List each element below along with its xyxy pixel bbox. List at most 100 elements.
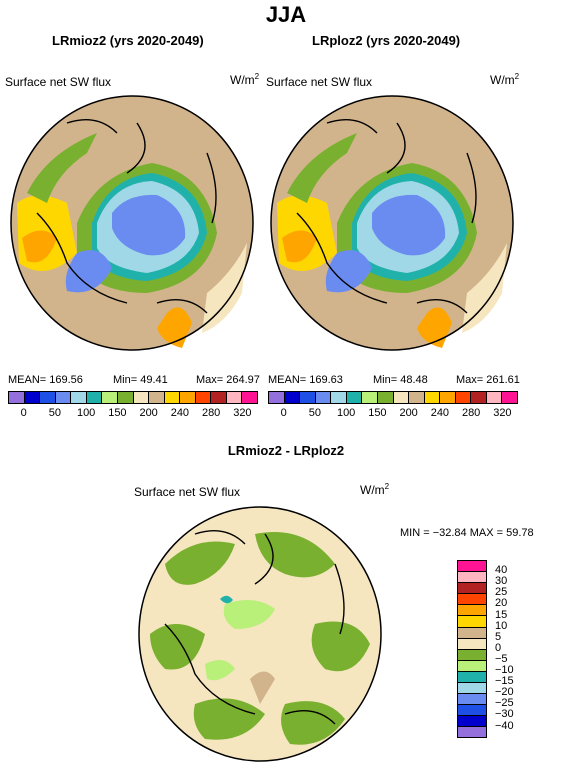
colorbar-swatch xyxy=(211,392,227,403)
panel3-map xyxy=(138,506,382,762)
colorbar-swatch xyxy=(102,392,118,403)
panel1-units: W/m2 xyxy=(230,72,260,87)
colorbar-swatch xyxy=(117,392,134,403)
panel1-min: Min= 49.41 xyxy=(113,374,168,386)
panel3-field-label: Surface net SW flux xyxy=(134,485,241,499)
colorbar-tick-label: 5 xyxy=(495,630,502,643)
colorbar-tick-label: 0 xyxy=(280,407,287,419)
colorbar-swatch xyxy=(457,704,487,716)
colorbar-swatch xyxy=(457,604,487,616)
colorbar-swatch xyxy=(455,392,472,403)
panel2-colorbar-ticks: 0 50 100 150 200 240 280 320 xyxy=(268,407,518,421)
panel1-field-label: Surface net SW flux xyxy=(5,75,112,89)
colorbar-tick-label: −25 xyxy=(495,697,514,710)
colorbar-swatch xyxy=(457,571,487,583)
panel2-units: W/m2 xyxy=(490,72,520,87)
panel2-field-label: Surface net SW flux xyxy=(266,75,373,89)
panel2-min: Min= 48.48 xyxy=(373,374,428,386)
colorbar-tick-label: 50 xyxy=(48,407,61,419)
colorbar-swatch xyxy=(502,392,517,403)
colorbar-tick-label: −40 xyxy=(495,719,514,732)
panel2-max: Max= 261.61 xyxy=(456,374,520,386)
colorbar-swatch xyxy=(457,693,487,705)
colorbar-tick-label: 20 xyxy=(495,597,508,610)
panel2-mean: MEAN= 169.63 xyxy=(268,374,343,386)
colorbar-swatch xyxy=(424,392,441,403)
colorbar-tick-label: −10 xyxy=(495,664,514,676)
colorbar-tick-label: 25 xyxy=(495,586,508,599)
colorbar-tick-label: 150 xyxy=(368,407,387,419)
colorbar-swatch xyxy=(269,392,285,403)
colorbar-swatch xyxy=(226,392,243,403)
colorbar-swatch xyxy=(457,726,487,738)
colorbar-swatch xyxy=(331,392,347,403)
panel3-title: LRmioz2 - LRploz2 xyxy=(227,443,345,458)
panel2-map xyxy=(270,95,514,351)
colorbar-swatch xyxy=(377,392,394,403)
colorbar-swatch xyxy=(71,392,87,403)
colorbar-tick-label: 280 xyxy=(461,407,481,419)
colorbar-tick-label: 0 xyxy=(495,641,502,654)
colorbar-tick-label: 200 xyxy=(139,407,158,419)
colorbar-tick-label: 100 xyxy=(336,407,356,419)
colorbar-tick-label: 50 xyxy=(308,407,321,419)
panel1-title: LRmioz2 (yrs 2020-2049) xyxy=(52,33,204,48)
colorbar-swatch xyxy=(457,637,487,649)
colorbar-tick-label: 30 xyxy=(495,575,508,588)
colorbar-swatch xyxy=(457,670,487,683)
colorbar-swatch xyxy=(149,392,165,403)
colorbar-swatch xyxy=(24,392,41,403)
colorbar-swatch xyxy=(300,392,316,403)
colorbar-tick-label: −5 xyxy=(495,652,508,665)
colorbar-tick-label: 320 xyxy=(233,407,252,419)
colorbar-swatch xyxy=(471,392,487,403)
colorbar-swatch xyxy=(457,582,487,594)
colorbar-tick-label: −30 xyxy=(495,708,514,721)
panel3-units: W/m2 xyxy=(360,482,390,497)
colorbar-swatch xyxy=(457,593,487,605)
colorbar-swatch xyxy=(195,392,212,403)
colorbar-swatch xyxy=(457,715,487,727)
colorbar-swatch xyxy=(315,392,332,403)
colorbar-swatch xyxy=(457,560,487,572)
colorbar-swatch xyxy=(164,392,181,403)
colorbar-tick-label: 200 xyxy=(399,407,418,419)
colorbar-swatch xyxy=(393,392,410,403)
colorbar-swatch xyxy=(440,392,456,403)
colorbar-tick-label: −15 xyxy=(495,675,514,688)
colorbar-swatch xyxy=(362,392,378,403)
panel3-colorbar xyxy=(457,560,487,738)
colorbar-swatch xyxy=(86,392,103,403)
season-title: JJA xyxy=(265,2,307,27)
panel1-colorbar xyxy=(8,391,258,404)
colorbar-tick-label: 280 xyxy=(201,407,221,419)
colorbar-tick-label: 320 xyxy=(493,407,512,419)
colorbar-swatch xyxy=(457,626,487,638)
colorbar-tick-label: 240 xyxy=(170,407,190,419)
panel1-max: Max= 264.97 xyxy=(196,374,260,386)
colorbar-tick-label: 0 xyxy=(20,407,27,419)
panel1-mean: MEAN= 169.56 xyxy=(8,374,83,386)
colorbar-swatch xyxy=(55,392,72,403)
colorbar-swatch xyxy=(346,392,363,403)
colorbar-tick-label: 150 xyxy=(108,407,127,419)
panel1-colorbar-ticks: 0 50 100 150 200 240 280 320 xyxy=(8,407,258,421)
panel1-map xyxy=(10,95,254,351)
colorbar-swatch xyxy=(40,392,56,403)
colorbar-swatch xyxy=(486,392,503,403)
colorbar-tick-label: 240 xyxy=(430,407,450,419)
colorbar-swatch xyxy=(242,392,257,403)
colorbar-tick-label: 100 xyxy=(76,407,96,419)
panel3-minmax: MIN = −32.84 MAX = 59.78 xyxy=(400,527,534,539)
colorbar-tick-label: 15 xyxy=(495,608,508,621)
colorbar-swatch xyxy=(180,392,196,403)
colorbar-tick-label: 10 xyxy=(495,619,508,632)
colorbar-swatch xyxy=(284,392,301,403)
panel2-colorbar xyxy=(268,391,518,404)
colorbar-swatch xyxy=(133,392,150,403)
colorbar-tick-label: 40 xyxy=(495,564,508,577)
colorbar-swatch xyxy=(409,392,425,403)
colorbar-swatch xyxy=(457,682,487,694)
colorbar-swatch xyxy=(457,648,487,660)
panel2-title: LRploz2 (yrs 2020-2049) xyxy=(312,33,461,48)
